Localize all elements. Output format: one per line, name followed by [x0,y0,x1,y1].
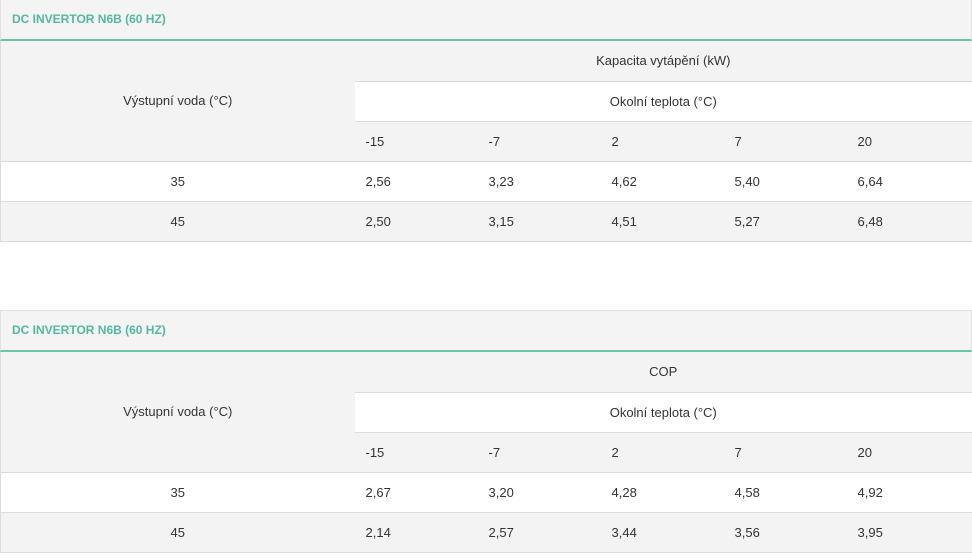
section-title: DC INVERTOR N6B (60 HZ) [0,310,972,352]
main-header: COP [354,352,972,393]
sub-header: Okolní teplota (°C) [354,81,972,122]
table-row: 45 2,50 3,15 4,51 5,27 6,48 [0,201,972,242]
table-cell: 4,51 [600,201,724,242]
row-header: Výstupní voda (°C) [0,352,355,473]
column-header: -15 [354,121,478,162]
column-header: -15 [354,432,478,473]
column-header: 2 [600,121,724,162]
table-cell: 2,57 [477,512,601,553]
column-header: -7 [477,121,601,162]
table-cell: 3,20 [477,472,601,513]
table-cell: 4,28 [600,472,724,513]
sub-header: Okolní teplota (°C) [354,392,972,433]
column-header: 7 [723,121,847,162]
table-cell: 5,40 [723,161,847,202]
table-cell: 3,95 [846,512,972,553]
table-cell: 3,44 [600,512,724,553]
table-section-capacity: DC INVERTOR N6B (60 HZ) Výstupní voda (°… [0,0,972,242]
table-row: 35 2,67 3,20 4,28 4,58 4,92 [0,472,972,513]
table-row: 45 2,14 2,57 3,44 3,56 3,95 [0,512,972,553]
section-title: DC INVERTOR N6B (60 HZ) [0,0,972,41]
table-cell: 2,50 [354,201,478,242]
row-header: Výstupní voda (°C) [0,41,355,162]
cop-table: Výstupní voda (°C) COP Okolní teplota (°… [0,352,972,553]
table-cell: 6,48 [846,201,972,242]
table-row: 35 2,56 3,23 4,62 5,40 6,64 [0,161,972,202]
table-cell: 4,62 [600,161,724,202]
row-label: 45 [0,512,355,553]
table-cell: 5,27 [723,201,847,242]
table-cell: 2,56 [354,161,478,202]
table-section-cop: DC INVERTOR N6B (60 HZ) Výstupní voda (°… [0,310,972,553]
column-header: 20 [846,432,972,473]
table-cell: 4,58 [723,472,847,513]
column-header: -7 [477,432,601,473]
column-header: 7 [723,432,847,473]
table-cell: 6,64 [846,161,972,202]
capacity-table: Výstupní voda (°C) Kapacita vytápění (kW… [0,41,972,242]
table-cell: 3,56 [723,512,847,553]
table-cell: 3,23 [477,161,601,202]
column-header: 20 [846,121,972,162]
table-cell: 4,92 [846,472,972,513]
table-cell: 2,14 [354,512,478,553]
table-cell: 2,67 [354,472,478,513]
row-label: 35 [0,472,355,513]
column-header: 2 [600,432,724,473]
main-header: Kapacita vytápění (kW) [354,41,972,82]
row-label: 45 [0,201,355,242]
table-cell: 3,15 [477,201,601,242]
row-label: 35 [0,161,355,202]
